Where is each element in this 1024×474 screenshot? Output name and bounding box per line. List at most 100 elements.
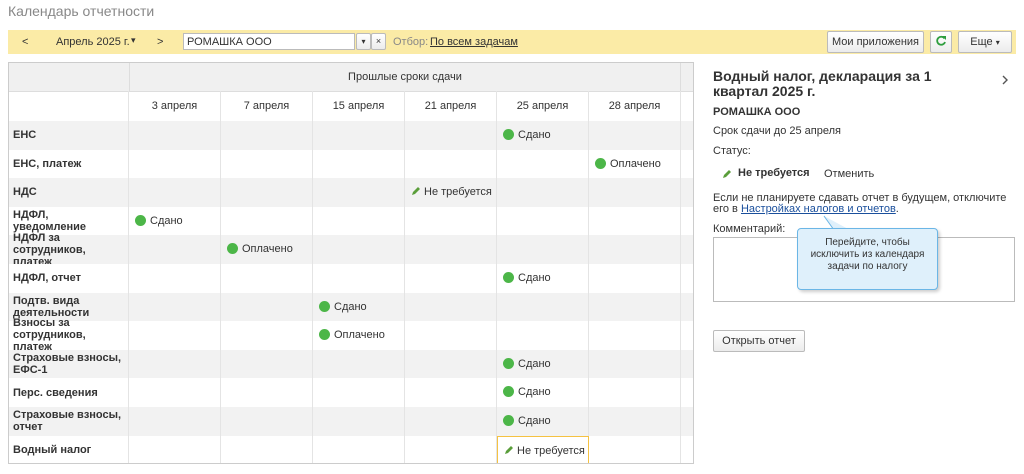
company-clear[interactable]: × [371, 33, 386, 50]
cell [221, 264, 313, 293]
row-bg [9, 292, 693, 322]
cell [129, 349, 221, 379]
next-button[interactable]: > [157, 36, 164, 48]
status-label: Статус: [713, 145, 751, 157]
status-text: Оплачено [334, 329, 385, 342]
dot-icon [227, 243, 238, 255]
cell [405, 435, 497, 463]
cell [129, 178, 221, 207]
dot-icon [135, 214, 146, 226]
dot-icon [319, 300, 330, 312]
period-select[interactable]: Апрель 2025 г. [56, 36, 130, 48]
row-bg [9, 206, 693, 236]
dot-icon [503, 272, 514, 283]
prev-button[interactable]: < [22, 36, 29, 48]
open-report-button[interactable]: Открыть отчет [713, 330, 805, 352]
cell [405, 149, 497, 179]
settings-link[interactable]: Настройках налогов и отчетов [740, 203, 896, 215]
cell [497, 206, 589, 236]
row-label: Страховые взносы, отчет [9, 407, 129, 436]
cell [589, 378, 681, 407]
cell: Сдано [497, 264, 589, 293]
cell: Сдано [497, 407, 589, 436]
date-header: 15 апреля [313, 91, 405, 121]
cell [405, 292, 497, 322]
cell: Сдано [497, 349, 589, 379]
row-label: Подтв. вида деятельности [9, 292, 129, 322]
date-header: 21 апреля [405, 91, 497, 121]
pencil-icon [411, 186, 424, 198]
header-bg [9, 63, 693, 92]
status-text: Сдано [518, 357, 551, 370]
calendar-table: Прошлые сроки сдачи 3 апреля 7 апреля 15 ап… [8, 62, 694, 464]
cell [313, 206, 405, 236]
cell [221, 378, 313, 407]
company-input[interactable]: РОМАШКА ООО [183, 33, 355, 50]
row-bg [9, 235, 693, 264]
panel-company: РОМАШКА ООО [713, 106, 801, 118]
row-label: Страховые взносы, ЕФС-1 [9, 349, 129, 379]
filter-label: Отбор: [393, 36, 429, 48]
cell [313, 178, 405, 207]
status-text: Сдано [518, 272, 551, 284]
cell [313, 121, 405, 150]
row-label: НДФЛ, отчет [9, 264, 129, 293]
status-text: Сдано [518, 129, 551, 141]
status-text: Сдано [334, 300, 367, 313]
status-text: Оплачено [610, 157, 661, 170]
panel-chevron[interactable] [1001, 75, 1009, 85]
status-text: Оплачено [242, 243, 293, 256]
status-text: Сдано [150, 214, 183, 227]
cell [589, 178, 681, 207]
notice: Если не планируете сдавать отчет в будущ… [713, 193, 1013, 215]
status-text: Не требуется [517, 444, 585, 457]
cell [221, 349, 313, 379]
status-text: Сдано [518, 386, 551, 399]
more-button[interactable]: Еще ▾ [958, 31, 1012, 53]
cancel-link[interactable]: Отменить [824, 168, 875, 180]
row-label: ЕНС, платеж [9, 149, 129, 179]
cell [221, 407, 313, 436]
cell [221, 178, 313, 207]
cell [405, 121, 497, 150]
cell [129, 292, 221, 322]
row-label: НДФЛ за сотрудников, платеж [9, 232, 129, 268]
tooltip: Перейдите, чтобы исключить из календаря … [797, 228, 938, 290]
dot-icon [503, 357, 514, 369]
cell [129, 121, 221, 150]
dropdown-icon: ▾ [131, 35, 136, 45]
row-bg [9, 378, 693, 407]
panel-deadline: Срок сдачи до 25 апреля [713, 125, 841, 137]
cell: Сдано [497, 121, 589, 150]
cell: Сдано [313, 292, 405, 322]
cell [589, 321, 681, 350]
filter-link[interactable]: По всем задачам [430, 36, 518, 48]
cell [405, 407, 497, 436]
date-header: 3 апреля [129, 91, 221, 121]
apps-button[interactable]: Мои приложения [827, 31, 924, 53]
row-label: Перс. сведения [9, 378, 129, 407]
cell [589, 292, 681, 322]
cell: Сдано [129, 206, 221, 236]
refresh-button[interactable] [930, 31, 952, 53]
cell [405, 378, 497, 407]
notice-end: . [895, 203, 899, 215]
notice-text: Если не планируете сдавать отчет в будущ… [713, 192, 1007, 215]
row-label: Водный налог [9, 435, 129, 463]
pencil-icon [723, 170, 731, 178]
cell [313, 149, 405, 179]
page-title: Календарь отчетности [8, 3, 155, 19]
cell [405, 235, 497, 264]
row-bg [9, 264, 693, 293]
cell [221, 149, 313, 179]
cell [129, 149, 221, 179]
cell [129, 435, 221, 463]
cell [129, 378, 221, 407]
row-label: ЕНС [9, 121, 129, 150]
row-label: Взносы за сотрудников, платеж [9, 318, 129, 353]
cell [313, 349, 405, 379]
row-bg [9, 407, 693, 436]
cell [313, 378, 405, 407]
company-dropdown[interactable]: ▾ [356, 33, 371, 50]
